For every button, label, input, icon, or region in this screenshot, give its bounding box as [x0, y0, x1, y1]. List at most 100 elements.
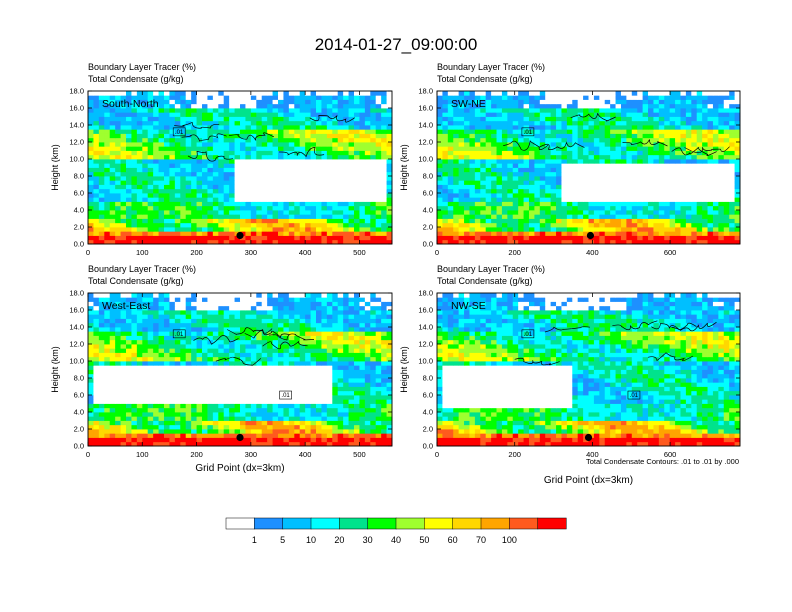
heatmap-cell: [642, 167, 649, 173]
heatmap-cell: [294, 95, 301, 100]
heatmap-cell: [283, 125, 290, 130]
heatmap-cell: [474, 137, 481, 143]
heatmap-cell: [364, 120, 371, 126]
heatmap-cell: [283, 180, 290, 185]
heatmap-cell: [234, 222, 241, 228]
heatmap-cell: [442, 159, 449, 164]
heatmap-cell: [185, 424, 192, 430]
heatmap-cell: [658, 159, 665, 164]
heatmap-cell: [316, 176, 322, 181]
heatmap-cell: [615, 142, 622, 147]
heatmap-cell: [250, 184, 257, 190]
heatmap-cell: [523, 167, 530, 173]
heatmap-cell: [326, 227, 333, 232]
heatmap-cell: [316, 133, 322, 139]
heatmap-cell: [675, 205, 681, 211]
heatmap-cell: [696, 116, 703, 122]
heatmap-cell: [437, 167, 443, 173]
heatmap-cell: [496, 188, 503, 194]
heatmap-cell: [229, 382, 235, 387]
heatmap-cell: [518, 188, 524, 194]
heatmap-cell: [120, 133, 127, 139]
heatmap-cell: [294, 429, 301, 434]
heatmap-cell: [610, 167, 616, 173]
heatmap-cell: [734, 154, 741, 160]
heatmap-cell: [337, 103, 344, 109]
heatmap-cell: [375, 112, 382, 117]
heatmap-cell: [723, 214, 730, 219]
heatmap-cell: [359, 437, 366, 443]
heatmap-cell: [648, 154, 654, 160]
heatmap-cell: [658, 176, 665, 181]
heatmap-cell: [512, 129, 519, 134]
heatmap-cell: [348, 201, 355, 207]
heatmap-cell: [583, 95, 589, 100]
heatmap-cell: [109, 416, 116, 421]
heatmap-cell: [691, 210, 698, 215]
heatmap-cell: [556, 137, 562, 143]
heatmap-cell: [343, 205, 349, 211]
heatmap-cell: [539, 133, 546, 139]
heatmap-cell: [534, 227, 541, 232]
heatmap-cell: [375, 382, 382, 387]
heatmap-cell: [142, 235, 149, 241]
heatmap-cell: [174, 390, 181, 396]
heatmap-cell: [572, 205, 579, 211]
heatmap-cell: [712, 235, 719, 241]
heatmap-cell: [191, 239, 197, 245]
heatmap-cell: [658, 133, 665, 139]
heatmap-cell: [93, 201, 100, 207]
heatmap-cell: [458, 163, 465, 168]
heatmap-cell: [169, 133, 176, 139]
heatmap-cell: [153, 193, 159, 198]
heatmap-cell: [501, 171, 508, 177]
heatmap-cell: [637, 214, 644, 219]
heatmap-cell: [294, 188, 301, 194]
heatmap-cell: [561, 239, 568, 245]
heatmap-cell: [245, 146, 252, 151]
heatmap-cell: [507, 108, 514, 113]
heatmap-cell: [120, 416, 127, 421]
heatmap-cell: [261, 386, 268, 392]
heatmap-cell: [518, 214, 524, 219]
heatmap-cell: [136, 395, 143, 400]
heatmap-cell: [588, 95, 595, 100]
heatmap-cell: [142, 227, 149, 232]
heatmap-cell: [518, 103, 524, 109]
heatmap-cell: [218, 133, 225, 139]
heatmap-cell: [337, 416, 344, 421]
heatmap-cell: [250, 171, 257, 177]
heatmap-cell: [158, 231, 165, 236]
heatmap-cell: [375, 99, 382, 105]
heatmap-cell: [539, 171, 546, 177]
heatmap-cell: [131, 137, 138, 143]
heatmap-cell: [577, 222, 584, 228]
heatmap-cell: [723, 129, 730, 134]
heatmap-cell: [437, 193, 443, 198]
heatmap-cell: [556, 235, 562, 241]
heatmap-cell: [343, 222, 349, 228]
heatmap-cell: [386, 133, 393, 139]
heatmap-cell: [153, 201, 159, 207]
heatmap-cell: [131, 142, 138, 147]
heatmap-cell: [250, 163, 257, 168]
heatmap-cell: [702, 133, 708, 139]
heatmap-cell: [375, 120, 382, 126]
heatmap-cell: [556, 112, 562, 117]
heatmap-cell: [675, 218, 681, 224]
heatmap-cell: [299, 235, 306, 241]
heatmap-cell: [202, 218, 208, 224]
heatmap-cell: [158, 239, 165, 245]
heatmap-cell: [109, 146, 116, 151]
heatmap-cell: [620, 91, 627, 96]
y-tick-label: 14.0: [418, 121, 433, 130]
heatmap-cell: [359, 227, 366, 232]
heatmap-cell: [480, 184, 487, 190]
heatmap-cell: [196, 386, 203, 392]
heatmap-cell: [545, 167, 552, 173]
heatmap-cell: [174, 99, 181, 105]
heatmap-cell: [104, 171, 111, 177]
heatmap-cell: [712, 125, 719, 130]
heatmap-cell: [593, 167, 600, 173]
heatmap-cell: [316, 95, 322, 100]
